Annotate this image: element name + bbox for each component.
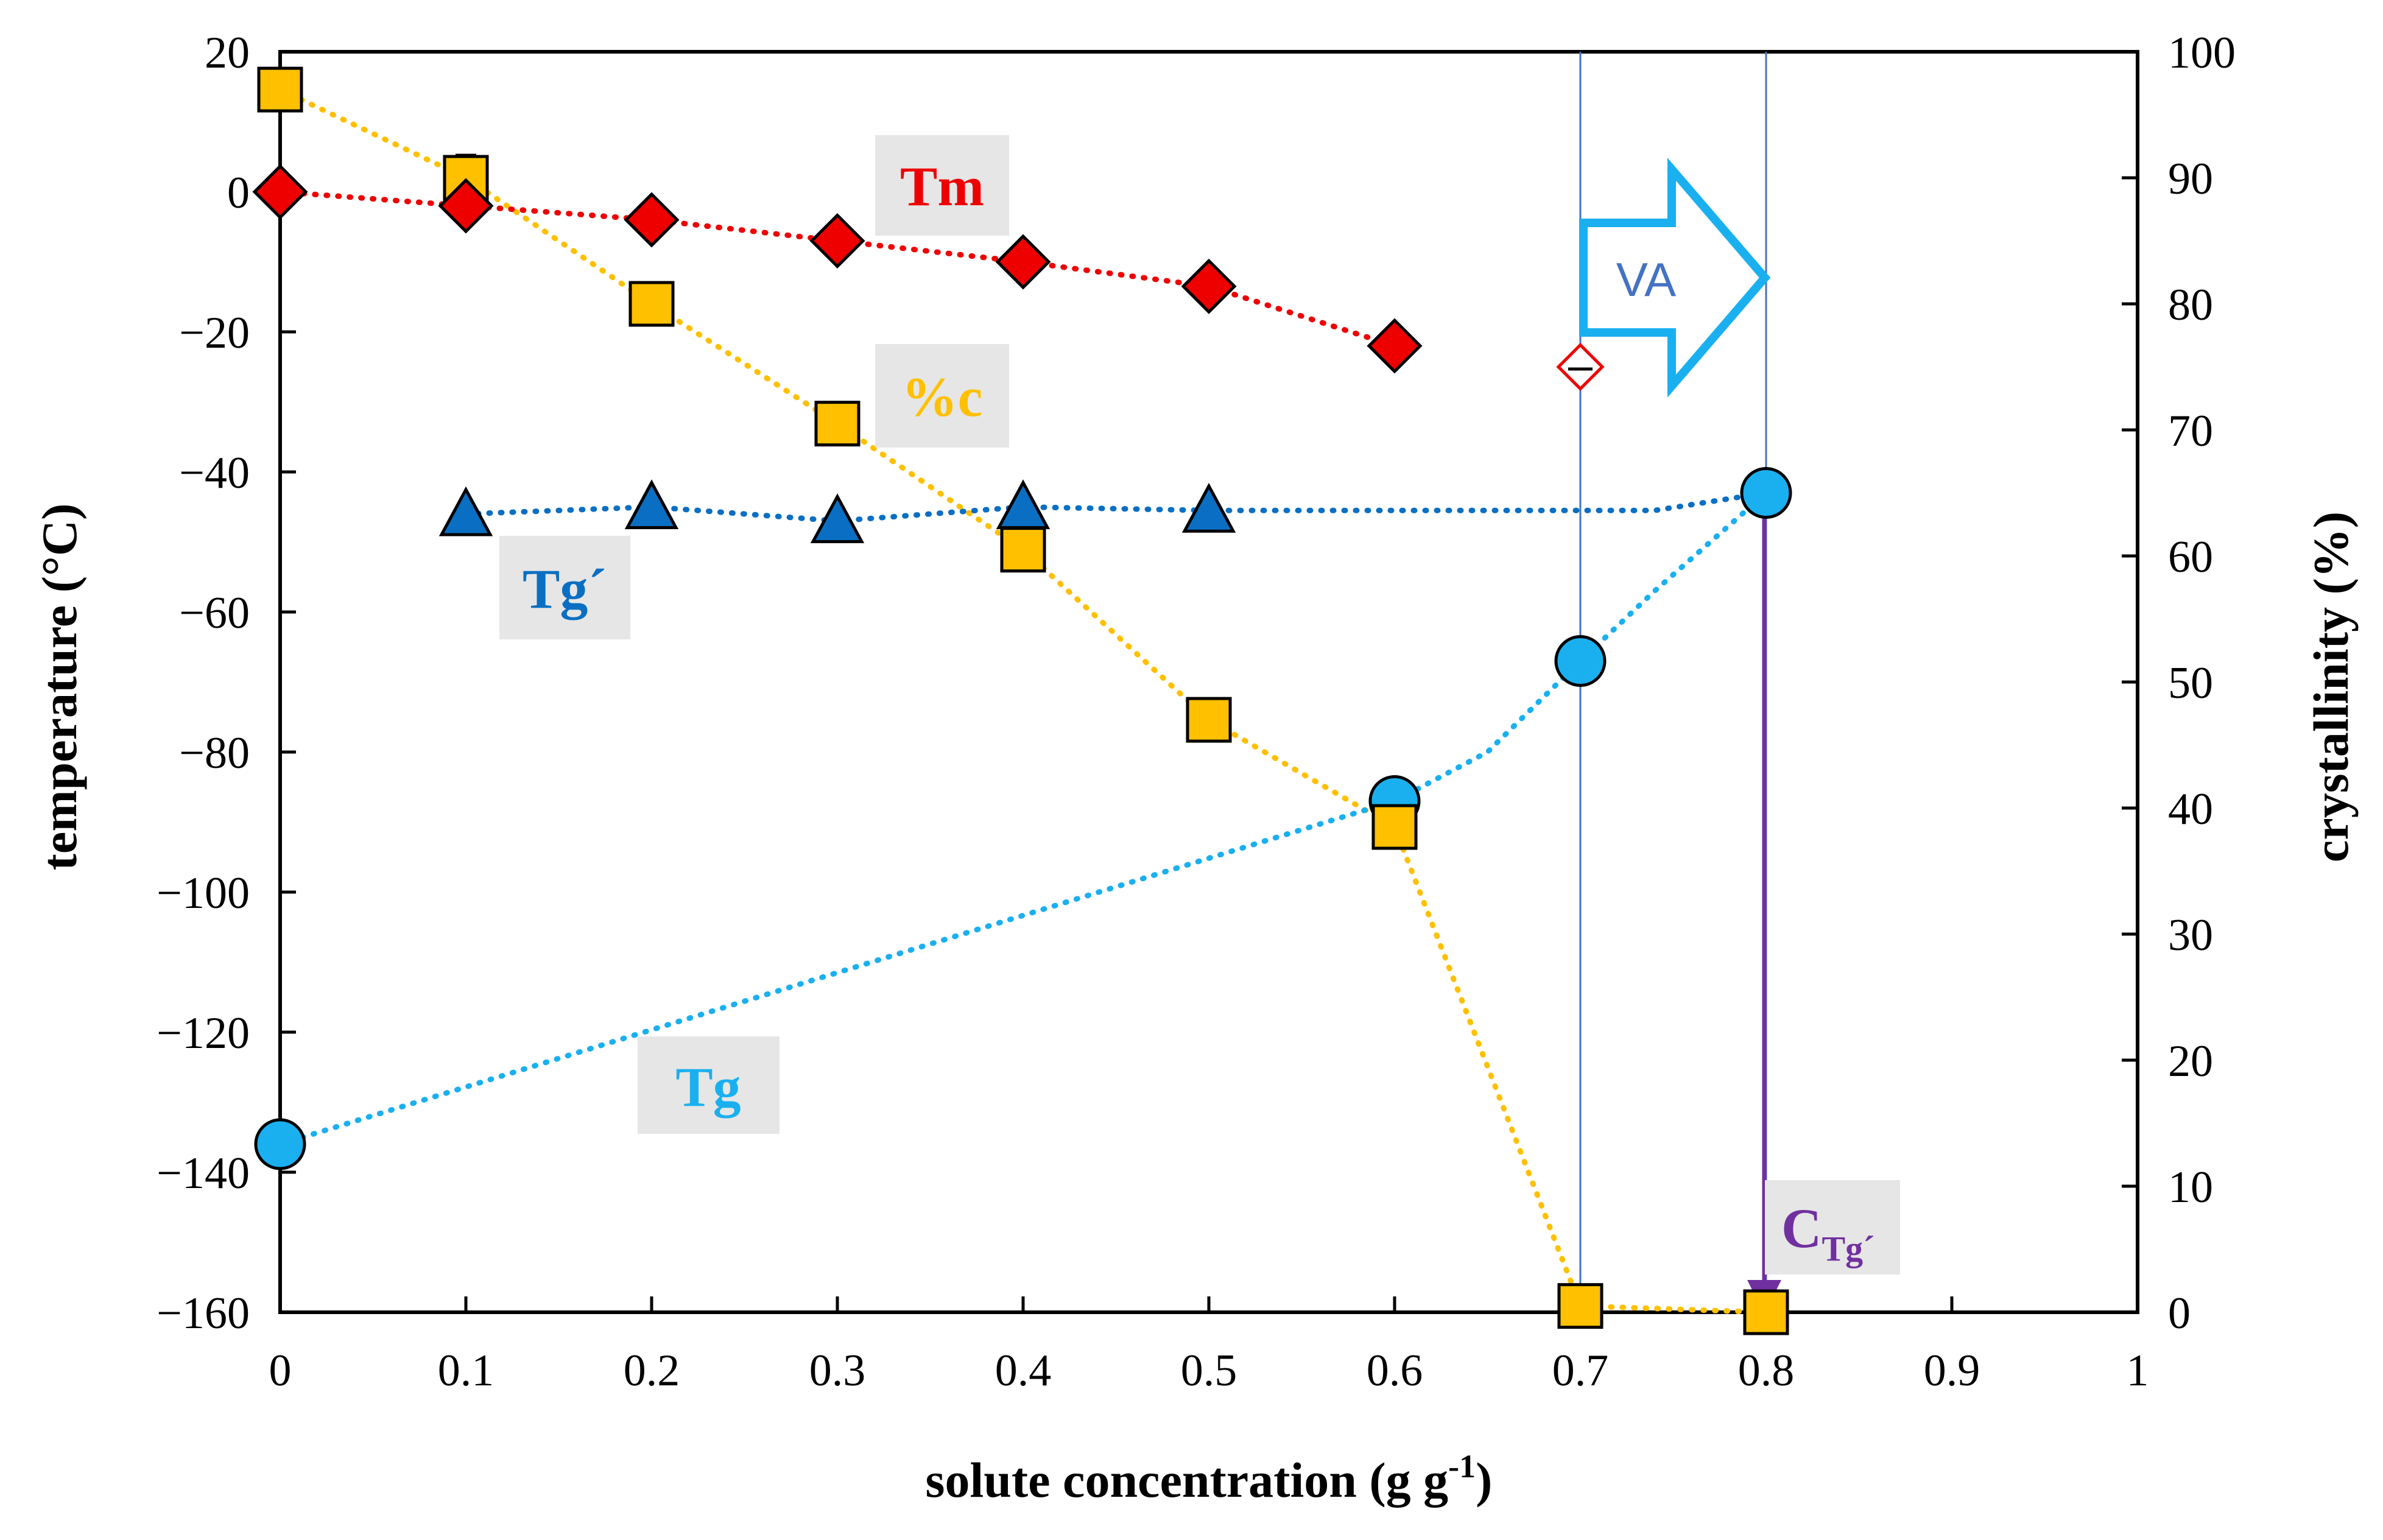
y-right-tick-label: 70: [2168, 406, 2213, 456]
ctg-label-box: [1765, 1180, 1900, 1275]
y-left-tick-label: −140: [157, 1148, 250, 1198]
tg-label-box: [638, 1036, 780, 1134]
y-right-tick-label: 60: [2168, 532, 2213, 582]
x-axis-title-sup: -1: [1448, 1448, 1476, 1485]
y-right-tick-label: 90: [2168, 154, 2213, 204]
y-left-tick-label: −60: [179, 588, 250, 638]
y-left-tick-label: −80: [179, 728, 250, 778]
marker-tm: [1181, 258, 1237, 314]
marker-pc: [1371, 804, 1418, 850]
line-tg: [277, 490, 1769, 1147]
x-tick-label: 0: [269, 1346, 292, 1396]
marker-pc: [1186, 697, 1232, 743]
marker-pc: [814, 401, 861, 447]
y-right-tick-label: 100: [2168, 28, 2236, 78]
marker-tgp: [996, 479, 1051, 529]
y-axis-title-left: temperature (°C): [32, 504, 87, 871]
ctg-label-main: C: [1781, 1197, 1822, 1259]
pc-label-box: [875, 344, 1009, 448]
y-right-tick-label: 80: [2168, 280, 2213, 330]
marker-tm: [438, 178, 494, 234]
marker-tm: [252, 164, 308, 220]
x-axis-title: solute concentration (g g-1): [926, 1448, 1493, 1508]
x-axis-title-end: ): [1476, 1452, 1492, 1508]
x-tick-label: 0.7: [1552, 1346, 1609, 1396]
marker-tgp: [1181, 482, 1236, 533]
marker-tgp: [624, 479, 679, 529]
marker-pc: [257, 66, 303, 113]
tm-label: Tm: [900, 155, 984, 217]
x-tick-label: 0.4: [995, 1346, 1052, 1396]
y-left-tick-label: −20: [179, 308, 250, 358]
ctg-label: CTg´: [1781, 1197, 1874, 1268]
marker-tm: [624, 192, 680, 248]
plot-area: [278, 50, 2139, 1314]
va-arrow-icon: [1579, 158, 1771, 398]
x-tick-label: 1: [2127, 1346, 2149, 1396]
ctg-label-sub: Tg´: [1822, 1229, 1874, 1268]
y-left-tick-label: −120: [157, 1008, 250, 1058]
y-left-tick-label: −100: [157, 868, 250, 918]
marker-pc: [1000, 527, 1046, 573]
x-tick-label: 0.5: [1181, 1346, 1237, 1396]
marker-tg: [1554, 635, 1607, 687]
marker-tgp: [438, 486, 493, 536]
tg-label: Tg: [675, 1056, 741, 1118]
marker-pc: [628, 281, 675, 327]
pc-label: %c: [902, 366, 983, 428]
y-left-tick-label: 20: [205, 28, 250, 78]
va-label: VA: [1616, 253, 1676, 306]
marker-tm: [1367, 318, 1423, 374]
marker-tgp: [810, 493, 865, 543]
y-left-tick-label: −160: [157, 1289, 250, 1338]
y-left-tick-label: −40: [179, 448, 250, 498]
line-pc: [277, 86, 1769, 1315]
marker-tm: [995, 234, 1051, 290]
marker-tg: [1740, 467, 1792, 519]
y-axis-title-right: crystallinity (%): [2303, 512, 2359, 862]
x-tick-label: 0.2: [624, 1346, 680, 1396]
marker-pc: [1557, 1283, 1603, 1329]
marker-tm: [809, 213, 865, 269]
y-right-tick-label: 30: [2168, 910, 2213, 960]
tgp-label: Tg´: [523, 558, 607, 620]
y-right-tick-label: 10: [2168, 1162, 2213, 1212]
series-markers: [252, 66, 1792, 1335]
axis-ticks: [278, 50, 2139, 1314]
axis-tick-labels: 0 0.1 0.2 0.3 0.4 0.5 0.6 0.7 0.8 0.9 1 20 0 −20 −40 −6…: [157, 28, 2236, 1396]
marker-tg: [254, 1118, 306, 1170]
tm-label-box: [875, 135, 1009, 236]
y-right-tick-label: 20: [2168, 1036, 2213, 1086]
x-tick-label: 0.6: [1367, 1346, 1423, 1396]
y-right-tick-label: 40: [2168, 784, 2213, 834]
x-tick-label: 0.3: [809, 1346, 866, 1396]
x-axis-title-main: solute concentration (g g: [926, 1452, 1449, 1508]
x-tick-label: 0.1: [438, 1346, 495, 1396]
x-tick-label: 0.8: [1738, 1346, 1795, 1396]
tgp-label-box: [499, 536, 630, 639]
marker-tm-open: [1556, 342, 1605, 392]
y-right-tick-label: 0: [2168, 1289, 2191, 1338]
y-left-tick-label: 0: [227, 168, 250, 218]
marker-pc: [1743, 1289, 1789, 1335]
y-right-tick-label: 50: [2168, 658, 2213, 708]
x-tick-label: 0.9: [1924, 1346, 1980, 1396]
